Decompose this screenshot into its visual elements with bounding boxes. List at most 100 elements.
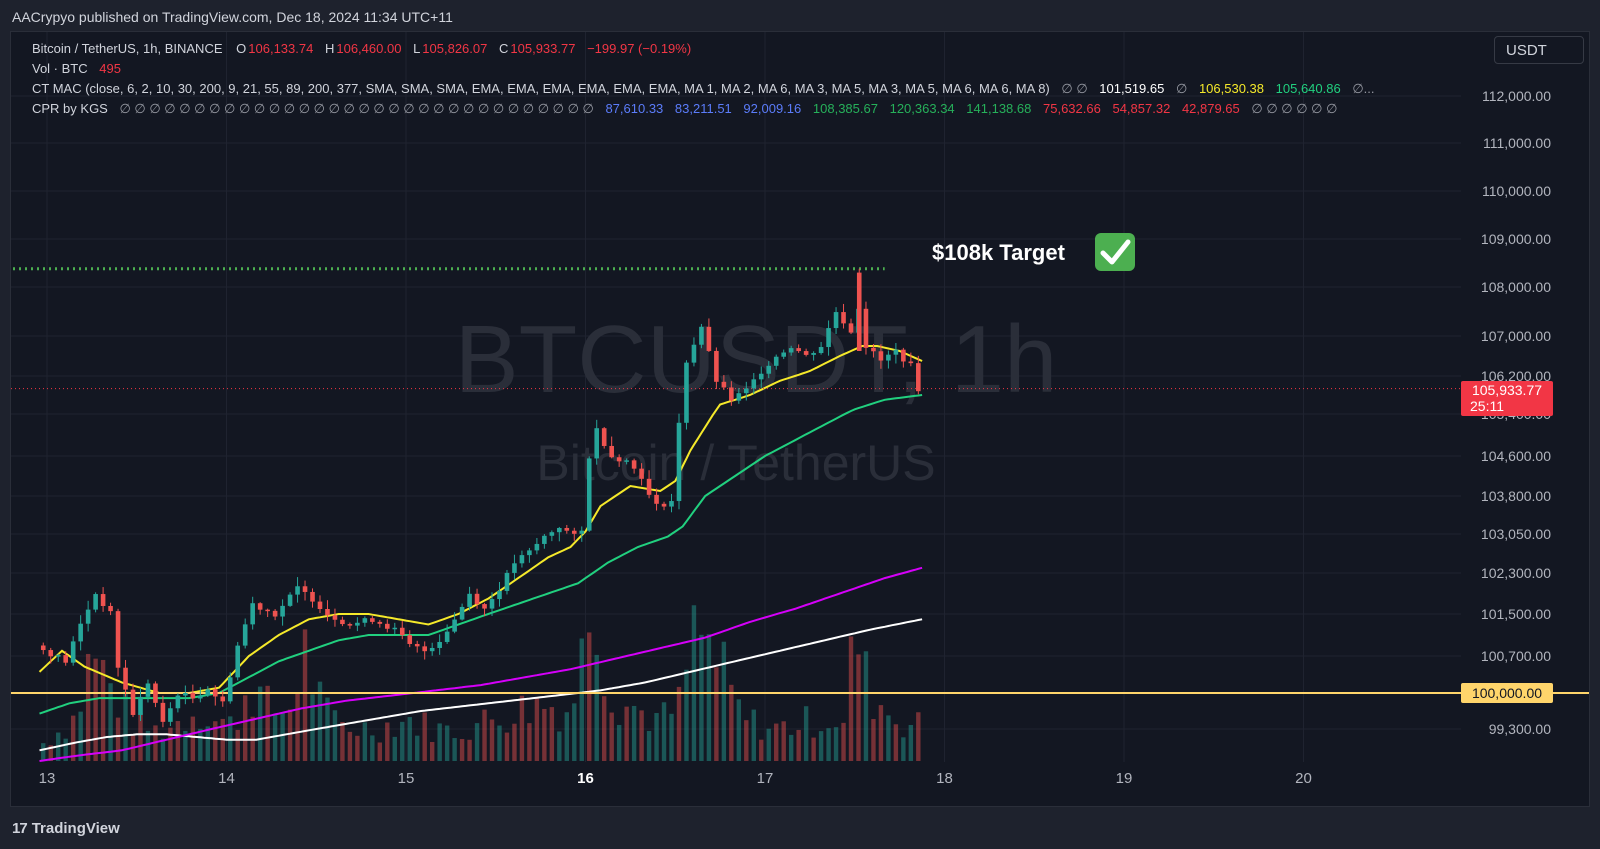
candle-body[interactable] — [287, 594, 293, 606]
candle-body[interactable] — [212, 689, 218, 697]
candle-body[interactable] — [916, 363, 921, 392]
candle-body[interactable] — [848, 323, 854, 333]
candle-body[interactable] — [332, 615, 338, 620]
candle-body[interactable] — [512, 563, 517, 573]
candle-body[interactable] — [310, 591, 315, 602]
candle-body[interactable] — [145, 683, 151, 697]
candle-body[interactable] — [788, 348, 794, 353]
candle-body[interactable] — [758, 373, 764, 380]
candle-body[interactable] — [257, 603, 263, 610]
candle-body[interactable] — [871, 347, 876, 352]
candle-body[interactable] — [542, 535, 547, 544]
candle-body[interactable] — [661, 503, 667, 507]
candle-body[interactable] — [370, 618, 375, 622]
legend-volume-label[interactable]: Vol · BTC — [32, 61, 88, 76]
candle-body[interactable] — [265, 609, 270, 612]
candle-body[interactable] — [399, 627, 405, 636]
candle-body[interactable] — [474, 593, 480, 605]
candle-body[interactable] — [115, 611, 121, 668]
candle-body[interactable] — [729, 387, 734, 401]
candle-body[interactable] — [227, 677, 233, 702]
candle-body[interactable] — [639, 468, 644, 479]
candle-body[interactable] — [564, 527, 570, 531]
candle-body[interactable] — [160, 702, 166, 722]
candle-body[interactable] — [773, 356, 779, 366]
candle-body[interactable] — [302, 586, 308, 592]
candle-body[interactable] — [549, 532, 555, 536]
legend-symbol[interactable]: Bitcoin / TetherUS, 1h, BINANCE — [32, 41, 223, 56]
candle-body[interactable] — [175, 695, 181, 709]
candle-body[interactable] — [130, 689, 136, 715]
candle-body[interactable] — [527, 550, 532, 556]
legend-cpr-label[interactable]: CPR by KGS — [32, 101, 108, 116]
candle-body[interactable] — [280, 605, 285, 617]
candle-body[interactable] — [414, 643, 420, 647]
candle-body[interactable] — [377, 621, 383, 624]
candle-body[interactable] — [803, 351, 809, 355]
candle-body[interactable] — [235, 645, 241, 678]
candle-body[interactable] — [467, 593, 472, 607]
candle-body[interactable] — [504, 572, 510, 591]
candle-body[interactable] — [744, 388, 749, 394]
candle-body[interactable] — [646, 478, 652, 495]
candle-body[interactable] — [198, 695, 203, 699]
candle-body[interactable] — [392, 627, 398, 630]
candle-body[interactable] — [908, 361, 914, 364]
candle-body[interactable] — [706, 326, 712, 351]
candle-body[interactable] — [347, 624, 353, 626]
candle-body[interactable] — [325, 609, 330, 616]
candle-body[interactable] — [317, 601, 323, 610]
candle-body[interactable] — [183, 692, 188, 696]
candle-body[interactable] — [452, 619, 457, 632]
candle-body[interactable] — [534, 543, 540, 551]
candle-body[interactable] — [691, 344, 697, 363]
candle-body[interactable] — [295, 586, 300, 595]
candle-body[interactable] — [123, 667, 128, 690]
legend-mac-label[interactable]: CT MAC (close, 6, 2, 10, 30, 200, 9, 21,… — [32, 81, 1050, 96]
candle-body[interactable] — [631, 460, 637, 469]
candle-body[interactable] — [571, 530, 577, 534]
candle-body[interactable] — [557, 527, 562, 533]
tradingview-logo[interactable]: 17 TradingView — [12, 820, 120, 837]
candle-body[interactable] — [108, 606, 113, 612]
candle-body[interactable] — [886, 354, 891, 361]
candle-body[interactable] — [714, 350, 719, 382]
candle-body[interactable] — [78, 623, 83, 642]
candle-body[interactable] — [70, 641, 76, 663]
candle-body[interactable] — [519, 555, 525, 564]
candle-body[interactable] — [497, 590, 502, 600]
candle-body[interactable] — [437, 641, 442, 648]
candle-body[interactable] — [190, 692, 196, 699]
candle-body[interactable] — [48, 650, 54, 657]
candle-body[interactable] — [422, 646, 427, 652]
candle-body[interactable] — [55, 655, 61, 657]
candle-body[interactable] — [340, 619, 345, 625]
candle-body[interactable] — [489, 599, 495, 609]
candle-body[interactable] — [444, 631, 450, 642]
candle-body[interactable] — [796, 348, 801, 352]
candle-body[interactable] — [355, 622, 360, 626]
candle-body[interactable] — [594, 428, 600, 459]
candle-body[interactable] — [654, 494, 659, 504]
candle-body[interactable] — [893, 349, 899, 355]
candle-body[interactable] — [601, 428, 607, 446]
candle-body[interactable] — [901, 349, 906, 362]
candle-body[interactable] — [429, 647, 435, 652]
candle-body[interactable] — [459, 606, 465, 620]
candle-body[interactable] — [385, 623, 390, 629]
candle-body[interactable] — [93, 594, 98, 610]
candle-body[interactable] — [826, 328, 831, 348]
candle-body[interactable] — [841, 312, 846, 324]
candle-body[interactable] — [40, 645, 46, 651]
candle-body[interactable] — [766, 365, 772, 374]
currency-selector[interactable]: USDT — [1494, 36, 1584, 64]
candle-body[interactable] — [878, 351, 884, 361]
candle-body[interactable] — [676, 422, 682, 502]
candle-body[interactable] — [100, 594, 106, 607]
candle-body[interactable] — [616, 457, 622, 462]
candle-body[interactable] — [818, 347, 824, 354]
candle-body[interactable] — [684, 362, 689, 423]
candle-body[interactable] — [624, 460, 629, 462]
candle-body[interactable] — [407, 635, 413, 644]
